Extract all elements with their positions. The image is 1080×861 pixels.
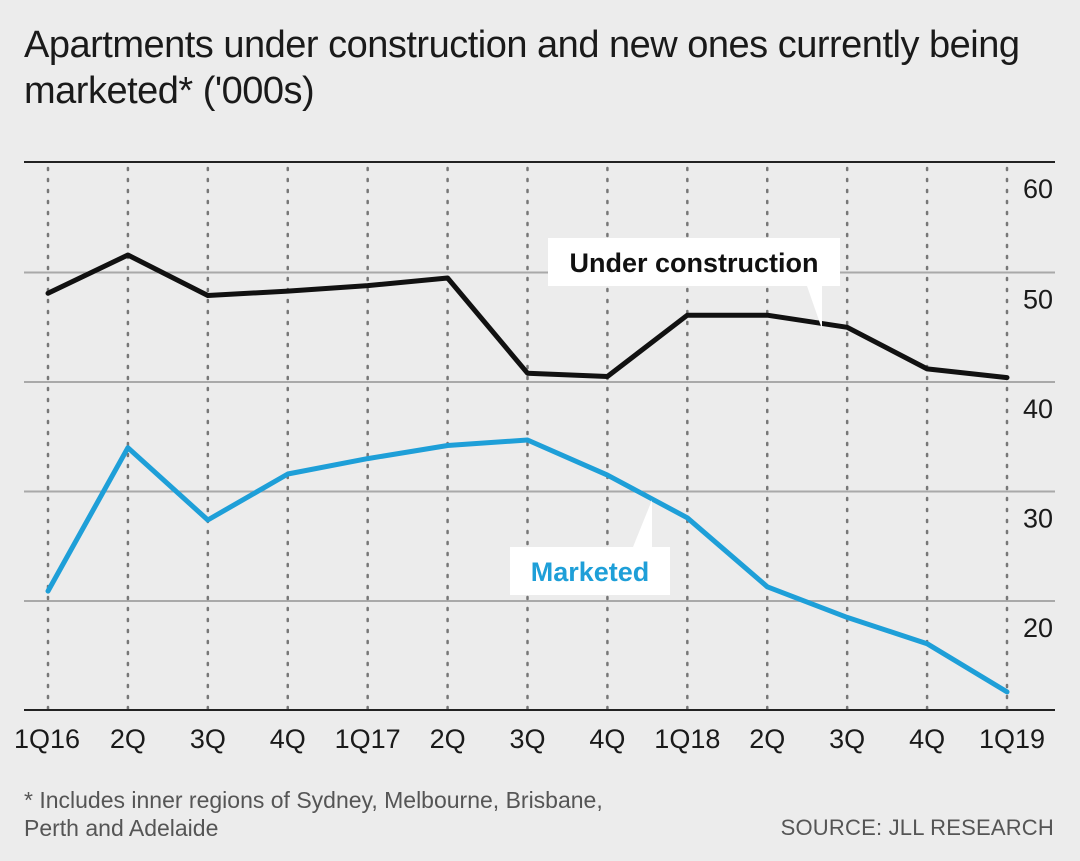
series-labels: Under construction Marketed [510,238,840,595]
footnote: * Includes inner regions of Sydney, Melb… [24,787,603,841]
x-tick-label: 2Q [110,724,146,754]
x-tick-label: 1Q17 [335,724,401,754]
source-credit: SOURCE: JLL RESEARCH [780,815,1054,840]
x-tick-label: 3Q [509,724,545,754]
series-line-0 [45,252,1010,381]
series-lines [45,252,1010,695]
label-pointer [807,286,822,329]
x-tick-label: 2Q [749,724,785,754]
x-tick-label: 4Q [909,724,945,754]
series-label-text: Under construction [569,248,818,278]
series-label-1: Marketed [510,500,670,595]
series-line-1 [45,437,1010,695]
y-tick-label: 50 [1023,285,1053,315]
x-tick-label: 2Q [430,724,466,754]
y-tick-label: 30 [1023,504,1053,534]
x-tick-labels: 1Q16 2Q 3Q 4Q 1Q17 2Q 3Q 4Q 1Q18 2Q 3Q 4Q 1Q19 [14,724,1045,754]
label-box [548,238,840,286]
x-tick-label: 1Q19 [979,724,1045,754]
series-label-0: Under construction [548,238,840,329]
x-tick-label: 1Q16 [14,724,80,754]
x-tick-label: 4Q [270,724,306,754]
y-tick-label: 60 [1023,174,1053,204]
x-tick-label: 3Q [190,724,226,754]
chart-title: Apartments under construction and new on… [24,24,1020,112]
label-box [510,547,670,595]
y-tick-labels: 20 30 40 50 60 [1023,174,1053,643]
y-tick-label: 20 [1023,613,1053,643]
x-tick-label: 1Q18 [654,724,720,754]
grid-lines [24,161,1055,712]
series-label-text: Marketed [531,557,650,587]
label-pointer [633,500,652,547]
x-tick-label: 3Q [829,724,865,754]
x-tick-label: 4Q [589,724,625,754]
y-tick-label: 40 [1023,394,1053,424]
